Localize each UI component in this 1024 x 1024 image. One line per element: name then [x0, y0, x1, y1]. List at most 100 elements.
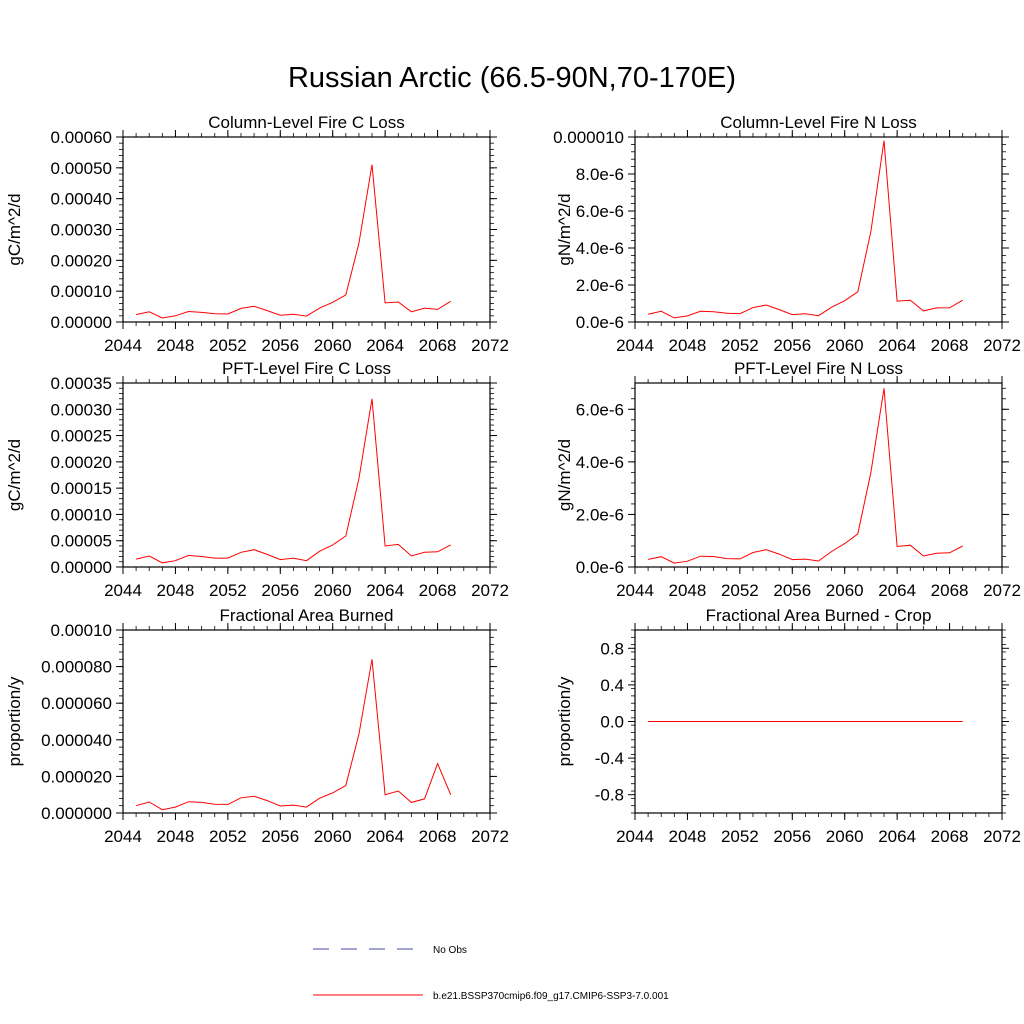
panel-6-xtick-label: 2072 [983, 827, 1021, 846]
panel-1-ytick-label: 0.00030 [51, 221, 112, 240]
panel-1-ylabel: gC/m^2/d [5, 193, 24, 265]
panel-5-series-line [135, 659, 452, 811]
panel-3-ytick-label: 0.00035 [51, 374, 112, 393]
panel-1-xtick-label: 2060 [314, 336, 352, 355]
panel-1-xtick-label: 2056 [261, 336, 299, 355]
panel-1-xtick-label: 2052 [209, 336, 247, 355]
panel-2-xtick-label: 2044 [616, 336, 654, 355]
panel-4-xtick-label: 2068 [931, 581, 969, 600]
panel-2-ytick-label: 4.0e-6 [576, 239, 624, 258]
panel-3-title: PFT-Level Fire C Loss [222, 359, 391, 378]
panel-2-ytick-label: 0.000010 [553, 128, 624, 147]
panel-5-xtick-label: 2056 [261, 827, 299, 846]
panel-6-ytick-label: 0.4 [600, 676, 624, 695]
panel-4-xtick-label: 2044 [616, 581, 654, 600]
panel-4-title: PFT-Level Fire N Loss [734, 359, 903, 378]
panel-5-ytick-label: 0.000080 [41, 658, 112, 677]
panel-6-ylabel: proportion/y [555, 676, 574, 766]
panel-4-series-line [647, 388, 963, 564]
panel-5-ytick-label: 0.000060 [41, 694, 112, 713]
panel-3-ytick-label: 0.00005 [51, 532, 112, 551]
panel-1-ytick-label: 0.00040 [51, 190, 112, 209]
panel-5-xtick-label: 2052 [209, 827, 247, 846]
panel-3-ytick-label: 0.00020 [51, 453, 112, 472]
panel-6-xtick-label: 2064 [878, 827, 916, 846]
panel-2-xtick-label: 2052 [721, 336, 759, 355]
panel-6-xtick-label: 2056 [773, 827, 811, 846]
panel-2-frame [634, 136, 1003, 323]
panel-3-xtick-label: 2048 [157, 581, 195, 600]
panel-2-series-line [647, 140, 963, 319]
panel-6-xtick-label: 2044 [616, 827, 654, 846]
panel-5-ytick-label: 0.000000 [41, 804, 112, 823]
panel-2-xtick-label: 2072 [983, 336, 1021, 355]
panel-3-xtick-label: 2044 [104, 581, 142, 600]
panel-3-xtick-label: 2064 [366, 581, 404, 600]
panel-2-ytick-label: 2.0e-6 [576, 276, 624, 295]
panel-3-xtick-label: 2052 [209, 581, 247, 600]
panel-4-xtick-label: 2060 [826, 581, 864, 600]
panel-6-xtick-label: 2052 [721, 827, 759, 846]
panel-2-xtick-label: 2068 [931, 336, 969, 355]
panel-2-ytick-label: 6.0e-6 [576, 202, 624, 221]
legend-label-1: No Obs [433, 945, 467, 956]
panel-1-title: Column-Level Fire C Loss [208, 113, 405, 132]
panel-5-xtick-label: 2068 [419, 827, 457, 846]
panel-6-ytick-label: -0.8 [595, 786, 624, 805]
panel-4-ytick-label: 2.0e-6 [576, 505, 624, 524]
panel-3-frame [122, 382, 491, 568]
panel-5-ytick-label: 0.000040 [41, 731, 112, 750]
panel-1-frame [122, 136, 491, 323]
panel-1-ytick-label: 0.00000 [51, 313, 112, 332]
panel-3-ytick-label: 0.00025 [51, 427, 112, 446]
panel-6-ytick-label: -0.4 [595, 749, 624, 768]
panel-5-xtick-label: 2072 [471, 827, 509, 846]
panel-2-ylabel: gN/m^2/d [555, 193, 574, 265]
panel-1-series-line [135, 164, 451, 319]
panel-6-xtick-label: 2048 [669, 827, 707, 846]
panel-5-ylabel: proportion/y [5, 676, 24, 766]
panel-4-ylabel: gN/m^2/d [555, 439, 574, 511]
panel-4-xtick-label: 2056 [773, 581, 811, 600]
panel-5-xtick-label: 2060 [314, 827, 352, 846]
panel-5-xtick-label: 2064 [366, 827, 404, 846]
panel-5-ytick-label: 0.00010 [51, 621, 112, 640]
panel-4-xtick-label: 2048 [669, 581, 707, 600]
panel-5-title: Fractional Area Burned [220, 606, 394, 625]
panel-6-xtick-label: 2068 [931, 827, 969, 846]
panel-6-xtick-label: 2060 [826, 827, 864, 846]
panel-5-ytick-label: 0.000020 [41, 767, 112, 786]
panel-1-xtick-label: 2064 [366, 336, 404, 355]
panel-3-series-line [135, 398, 451, 564]
panel-1-ytick-label: 0.00060 [51, 128, 112, 147]
panel-1-ytick-label: 0.00010 [51, 282, 112, 301]
panel-1-xtick-label: 2048 [157, 336, 195, 355]
panel-2-xtick-label: 2064 [878, 336, 916, 355]
panel-1-xtick-label: 2068 [419, 336, 457, 355]
panel-1-ytick-label: 0.00020 [51, 251, 112, 270]
panel-2-title: Column-Level Fire N Loss [720, 113, 917, 132]
panel-1-ytick-label: 0.00050 [51, 159, 112, 178]
panel-3-xtick-label: 2072 [471, 581, 509, 600]
panel-1-xtick-label: 2072 [471, 336, 509, 355]
figure-title: Russian Arctic (66.5-90N,70-170E) [287, 62, 737, 94]
panel-3-ytick-label: 0.00000 [51, 558, 112, 577]
panel-2-ytick-label: 8.0e-6 [576, 165, 624, 184]
panel-5-xtick-label: 2048 [157, 827, 195, 846]
panel-6-title: Fractional Area Burned - Crop [706, 606, 932, 625]
panel-4-xtick-label: 2072 [983, 581, 1021, 600]
panel-3-xtick-label: 2056 [261, 581, 299, 600]
panel-6-ytick-label: 0.0 [600, 713, 624, 732]
legend-label-2: b.e21.BSSP370cmip6.f09_g17.CMIP6-SSP3-7.… [433, 991, 669, 1002]
panel-3-ytick-label: 0.00010 [51, 505, 112, 524]
panel-3-xtick-label: 2068 [419, 581, 457, 600]
panel-6-ytick-label: 0.8 [600, 639, 624, 658]
panel-4-ytick-label: 0.0e-6 [576, 558, 624, 577]
panel-1-xtick-label: 2044 [104, 336, 142, 355]
panel-3-ytick-label: 0.00030 [51, 400, 112, 419]
panel-2-xtick-label: 2048 [669, 336, 707, 355]
panel-3-ylabel: gC/m^2/d [5, 439, 24, 511]
panel-5-xtick-label: 2044 [104, 827, 142, 846]
panel-2-xtick-label: 2060 [826, 336, 864, 355]
